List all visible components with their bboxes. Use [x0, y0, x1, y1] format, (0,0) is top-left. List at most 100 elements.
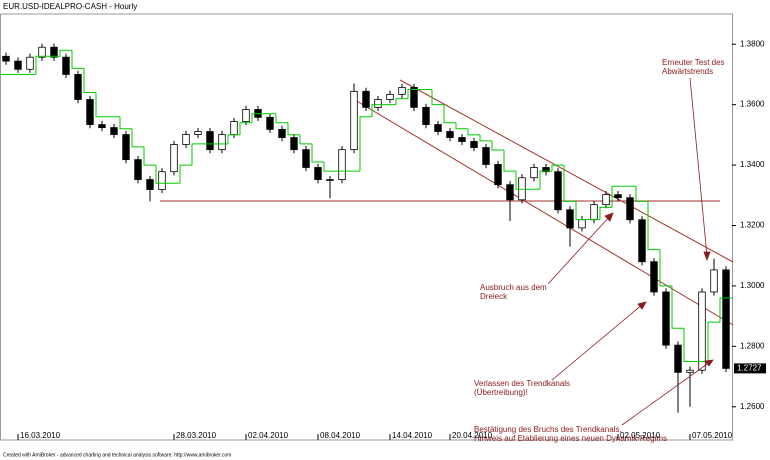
candle-body — [686, 369, 694, 373]
y-tick-label: 1.3400 — [740, 160, 765, 169]
stop-line-step — [155, 165, 168, 184]
candle-body — [374, 99, 382, 108]
stop-line-step — [647, 201, 660, 251]
annotation: Dreieck — [480, 292, 508, 301]
stop-line-step — [239, 122, 252, 135]
stop-line-step — [671, 285, 684, 329]
arrow — [621, 361, 711, 426]
y-tick-label: 1.3000 — [740, 281, 765, 290]
stop-line-step — [719, 297, 732, 323]
stop-line-step — [83, 68, 96, 94]
candle-body — [38, 46, 46, 58]
y-tick-label: 1.3200 — [740, 221, 765, 230]
candle-body — [662, 291, 670, 346]
stop-line-step — [287, 122, 300, 136]
candle-body — [266, 116, 274, 130]
candle-body — [446, 131, 454, 138]
stop-line-step — [359, 116, 372, 172]
candle-body — [326, 179, 334, 181]
candle-body — [206, 131, 214, 151]
candle-body — [242, 109, 250, 122]
annotation: (Übertreibung)! — [474, 388, 528, 397]
annotation: Abwärtstrends — [662, 67, 713, 76]
arrow-head — [604, 212, 614, 222]
candle-body — [650, 261, 658, 293]
stop-line-step — [443, 104, 456, 124]
stop-line-step — [635, 186, 648, 202]
arrow-head — [703, 251, 711, 262]
stop-line-step — [143, 146, 156, 166]
candle-body — [26, 56, 34, 70]
stop-line-step — [551, 164, 564, 172]
stop-line-step — [59, 49, 72, 57]
candle-body — [386, 93, 394, 100]
annotation: Erneuter Test des — [662, 58, 725, 67]
candle-body — [74, 74, 82, 100]
candle-body — [62, 56, 70, 75]
footer: Created with AmiBroker - advanced charti… — [3, 452, 231, 458]
candle-body — [710, 269, 718, 293]
candle-body — [110, 127, 118, 135]
candle-body — [2, 55, 10, 62]
x-tick-label: 02.04.2010 — [248, 431, 289, 440]
plot-border — [0, 13, 733, 441]
candle-body — [410, 87, 418, 108]
last-price-box — [734, 363, 766, 374]
candle-body — [278, 129, 286, 138]
x-tick-label: 20.04.2010 — [452, 431, 493, 440]
candle-body — [578, 219, 586, 229]
stop-line-step — [179, 164, 192, 184]
candle-body — [458, 137, 466, 142]
candle-body — [554, 171, 562, 211]
stop-line-step — [491, 140, 504, 151]
arrow — [547, 215, 611, 285]
candle-body — [350, 90, 358, 151]
candle-body — [302, 149, 310, 168]
candle-body — [542, 167, 550, 173]
stop-line-step — [683, 328, 696, 362]
stop-line-step — [659, 249, 672, 287]
arrow — [689, 77, 708, 257]
stop-line-step — [371, 104, 384, 117]
candle-body — [134, 159, 142, 180]
candle-body — [506, 184, 514, 201]
x-tick-label: 07.05.2010 — [692, 431, 733, 440]
annotation: Verlassen des Trendkanals — [474, 379, 570, 388]
stop-line-step — [611, 185, 624, 208]
candle-body — [674, 344, 682, 373]
candle-body — [590, 204, 598, 221]
stop-line-step — [407, 89, 420, 99]
candle-body — [314, 167, 322, 180]
annotation: Ausbruch aus dem — [480, 283, 547, 292]
candle-body — [338, 149, 346, 180]
stop-line-step — [515, 171, 528, 190]
candle-body — [614, 194, 622, 199]
candle-body — [470, 141, 478, 148]
channel-upper — [399, 79, 734, 263]
stop-line-step — [575, 201, 588, 220]
candle-body — [698, 291, 706, 371]
stop-line-step — [539, 170, 552, 190]
stop-line-step — [95, 92, 108, 118]
stop-line-step — [395, 98, 408, 105]
stop-line-step — [131, 128, 144, 148]
x-tick-label: 08.04.2010 — [320, 431, 361, 440]
candle-body — [122, 134, 130, 161]
x-tick-label: 14.04.2010 — [392, 431, 433, 440]
x-tick-label: 28.03.2010 — [176, 431, 217, 440]
stop-line-step — [119, 116, 132, 130]
annotation: Bestätigung des Bruchs des Trendkanals, — [474, 425, 622, 434]
stop-line-step — [299, 134, 312, 145]
candle-body — [290, 137, 298, 151]
stop-line-step — [455, 122, 468, 130]
x-tick-label: 16.03.2010 — [20, 431, 61, 440]
marks — [0, 43, 732, 413]
candle-body — [482, 147, 490, 165]
annotation-arrows — [547, 77, 714, 426]
candle-body — [98, 124, 106, 128]
stop-line-step — [503, 149, 516, 172]
candle-body — [398, 87, 406, 95]
candle-body — [182, 134, 190, 145]
stop-line-step — [323, 162, 336, 172]
